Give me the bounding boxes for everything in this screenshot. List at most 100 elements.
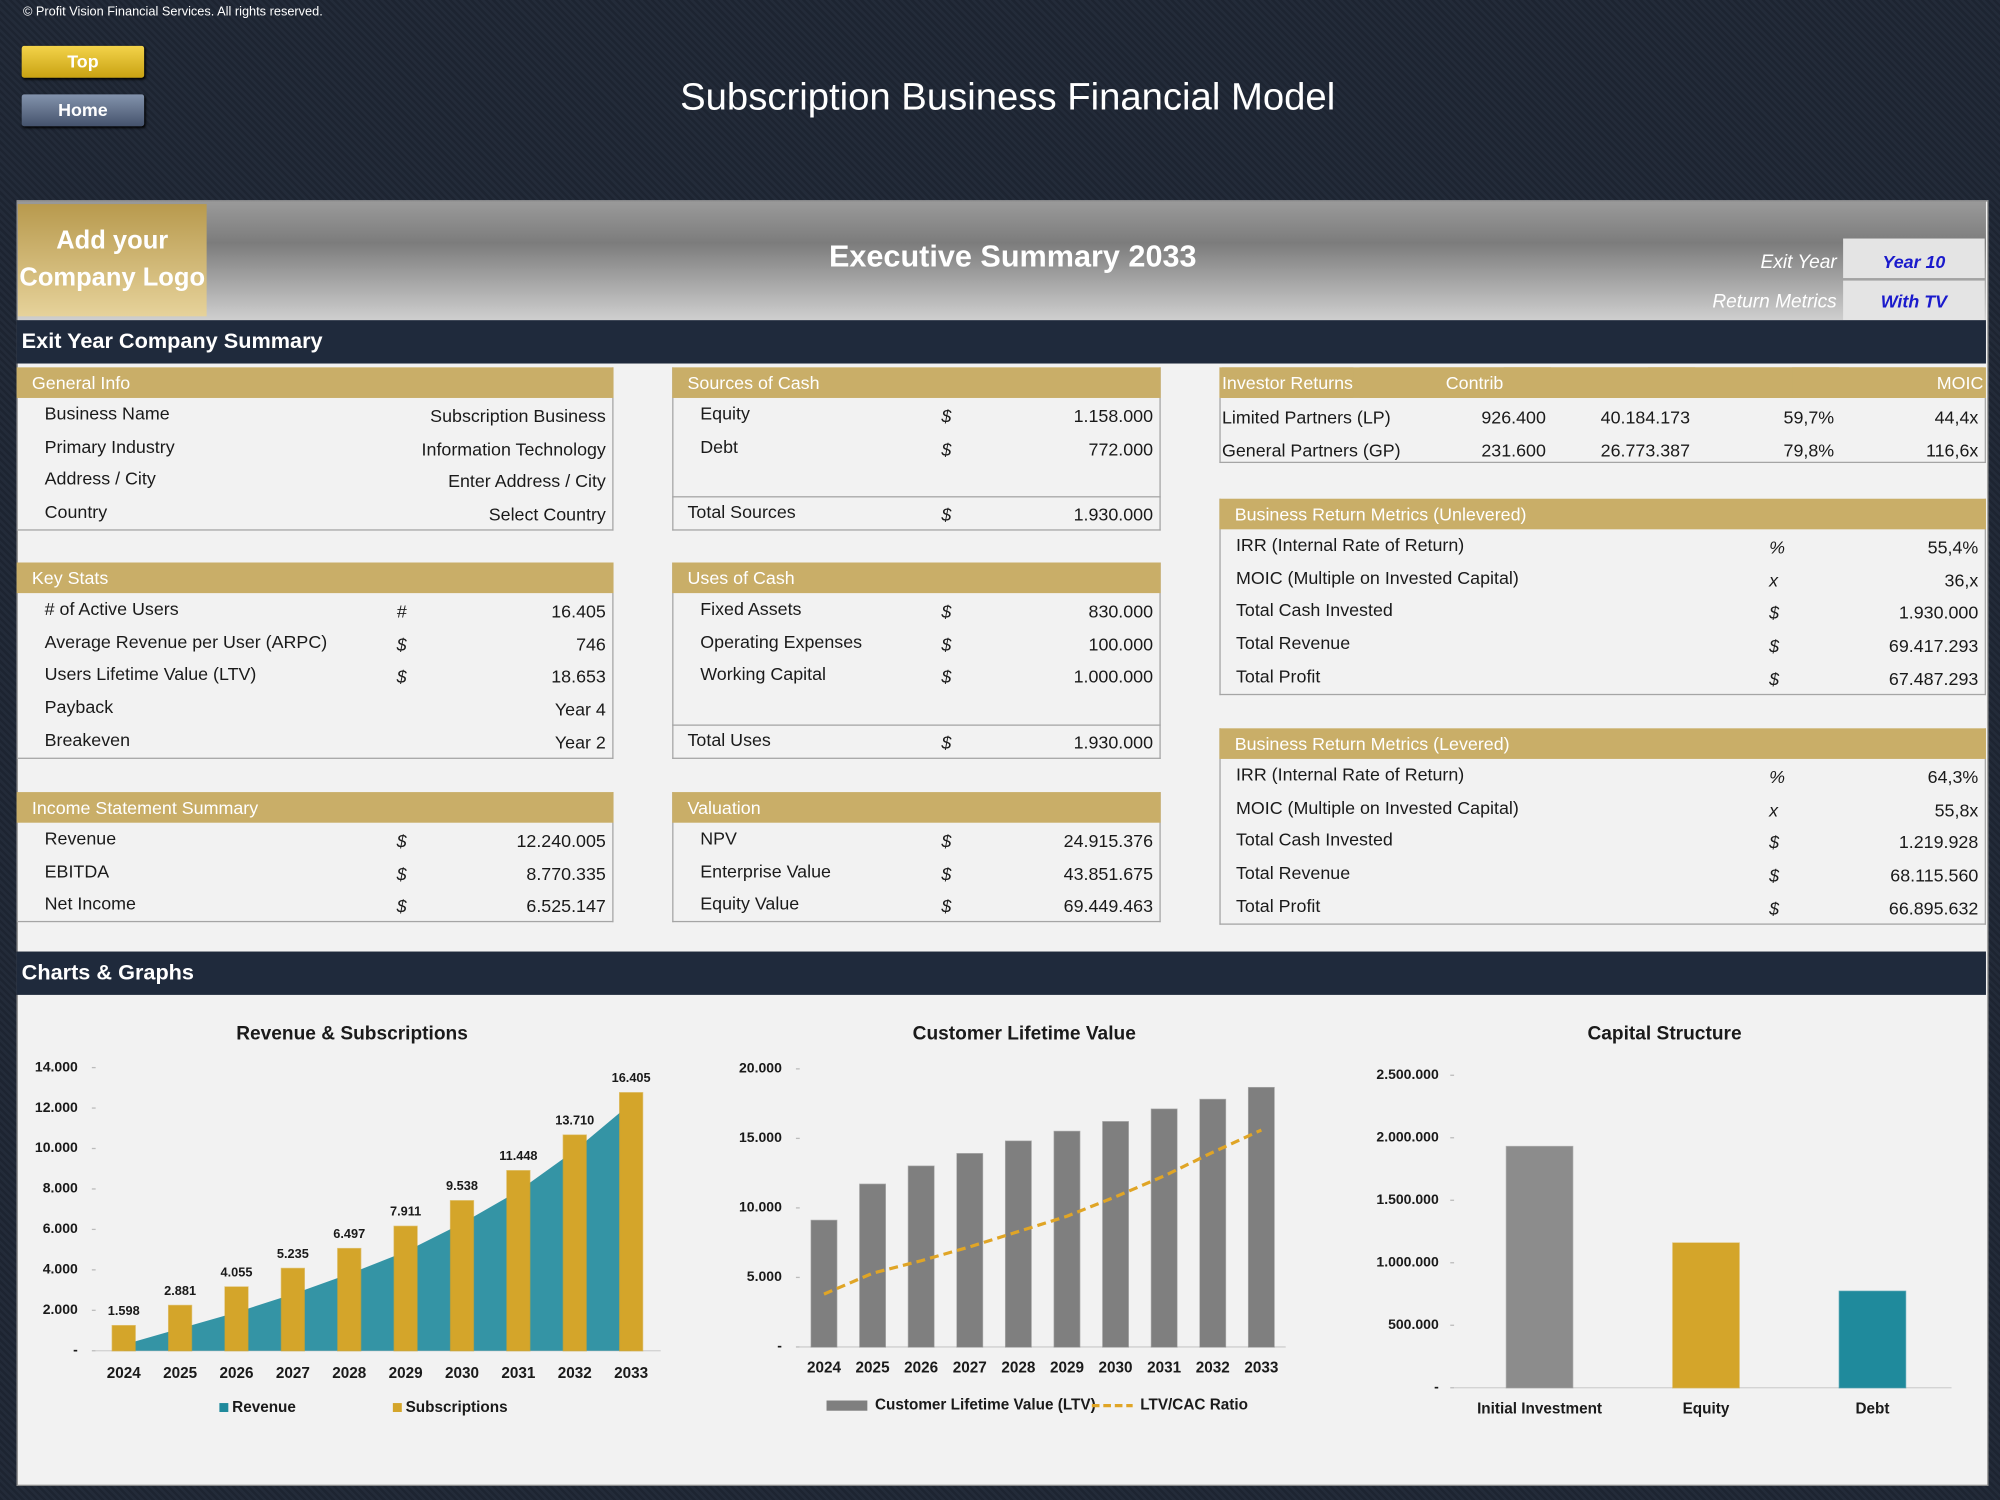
data-label: 16.405 (612, 1070, 651, 1085)
return-metrics-value[interactable]: With TV (1843, 280, 1985, 321)
x-tick-label: 2033 (1244, 1360, 1278, 1377)
total-row-unit: $ (941, 731, 952, 753)
table-row-label: Total Profit (1235, 895, 1321, 916)
x-tick-label: Initial Investment (1477, 1400, 1602, 1417)
y-tick-label: 10.000 (739, 1199, 782, 1215)
chart-title: Capital Structure (1587, 1023, 1741, 1044)
total-row-value: 1.930.000 (1073, 503, 1154, 525)
bar (1672, 1242, 1740, 1389)
table-row-unit: $ (941, 666, 952, 687)
column-header: Investor Returns (1221, 367, 1353, 398)
table-header: Key Stats (16, 562, 614, 594)
table-row-unit: $ (941, 600, 952, 622)
area (123, 1103, 632, 1351)
table-row-unit: x (1769, 569, 1779, 591)
table-row-unit: $ (941, 633, 952, 654)
table-header: Uses of Cash (672, 562, 1161, 594)
table-row-label: IRR (Internal Rate of Return) (1235, 764, 1465, 785)
table-row-value: 69.449.463 (1063, 895, 1154, 917)
table-row-value: 772.000 (1088, 438, 1154, 459)
x-tick-label: 2027 (276, 1365, 310, 1382)
bar (810, 1219, 838, 1348)
x-tick-label: 2026 (219, 1365, 253, 1382)
table-row-label: Business Name (44, 403, 170, 424)
table-row-unit: % (1769, 766, 1786, 787)
data-label: 5.235 (277, 1246, 309, 1261)
x-tick-label: 2030 (445, 1365, 479, 1382)
chart-title: Customer Lifetime Value (913, 1023, 1136, 1044)
exit-year-value[interactable]: Year 10 (1843, 238, 1985, 279)
total-row-value: 1.930.000 (1073, 731, 1154, 753)
table-row-unit: % (1769, 536, 1786, 558)
table-row-label: MOIC (Multiple on Invested Capital) (1235, 567, 1519, 588)
legend-label: Customer Lifetime Value (LTV) (875, 1397, 1096, 1414)
y-tick-label: 1.000.000 (1376, 1253, 1439, 1269)
table-row-label: IRR (Internal Rate of Return) (1235, 534, 1465, 555)
investor-value: 231.600 (1481, 440, 1546, 461)
table-row-value: 66.895.632 (1888, 897, 1979, 919)
table-box (1219, 728, 1986, 925)
bar (1838, 1290, 1907, 1389)
x-tick-label: 2026 (904, 1360, 938, 1377)
data-label: 6.497 (333, 1226, 365, 1241)
table-row-label: Users Lifetime Value (LTV) (44, 663, 257, 685)
table-row-value: 6.525.147 (526, 895, 606, 917)
table-row-label: Fixed Assets (700, 598, 802, 619)
investor-name: Limited Partners (LP) (1221, 406, 1391, 428)
bar (859, 1183, 886, 1348)
table-row-label: Revenue (44, 827, 117, 849)
table-row-value: 36,x (1944, 569, 1979, 591)
table-row-value: 100.000 (1088, 633, 1154, 654)
table-row-label: Total Cash Invested (1235, 829, 1393, 850)
data-label: 7.911 (390, 1204, 421, 1219)
table-row-label: Payback (44, 696, 114, 717)
table-row-unit: x (1769, 799, 1779, 820)
data-label: 1.598 (108, 1303, 140, 1318)
legend-marker (392, 1403, 402, 1412)
banner-title: Executive Summary 2033 (828, 239, 1197, 275)
table-row-unit: $ (941, 405, 952, 427)
table-row-unit: $ (1769, 832, 1780, 853)
x-tick-label: 2024 (807, 1360, 842, 1377)
y-tick-label: - (73, 1341, 78, 1357)
bar (393, 1225, 418, 1352)
table-row-label: Total Revenue (1235, 862, 1351, 883)
bar (619, 1092, 644, 1352)
x-tick-label: Debt (1855, 1400, 1889, 1417)
x-tick-label: 2029 (1050, 1360, 1084, 1377)
table-row-value: 1.158.000 (1073, 405, 1154, 427)
copyright: © Profit Vision Financial Services. All … (22, 5, 323, 20)
table-row-label: Equity Value (700, 893, 800, 914)
bar (167, 1304, 193, 1352)
x-tick-label: 2024 (107, 1365, 142, 1382)
exit-year-label: Exit Year (1760, 251, 1837, 273)
home-button[interactable]: Home (21, 94, 145, 127)
legend-label: Subscriptions (406, 1399, 508, 1416)
table-row-label: Operating Expenses (700, 630, 863, 652)
top-button[interactable]: Top (21, 45, 145, 78)
table-row-unit: $ (1769, 602, 1780, 623)
table-row-value: Enter Address / City (448, 471, 606, 492)
table-box (1219, 498, 1986, 695)
banner (17, 201, 1986, 321)
table-header: Business Return Metrics (Levered) (1219, 728, 1986, 759)
x-tick-label: 2033 (614, 1365, 648, 1382)
table-row-unit: $ (396, 666, 407, 687)
y-tick-label: 2.500.000 (1376, 1066, 1439, 1082)
table-row-label: Total Revenue (1235, 632, 1351, 654)
legend-marker (826, 1400, 868, 1411)
logo-placeholder[interactable]: Add your Company Logo (17, 204, 207, 317)
table-row-value: 1.219.928 (1898, 832, 1979, 853)
x-tick-label: 2032 (558, 1365, 592, 1382)
table-row-value: 18.653 (551, 666, 606, 687)
table-row-unit: $ (941, 895, 952, 917)
x-tick-label: 2030 (1099, 1360, 1133, 1377)
investor-value: 40.184.173 (1600, 406, 1691, 428)
page-title: Subscription Business Financial Model (680, 76, 1336, 119)
table-row-value: Year 2 (554, 731, 606, 753)
table-row-value: 16.405 (551, 600, 606, 622)
total-row-label: Total Sources (687, 501, 796, 522)
x-tick-label: 2027 (953, 1360, 987, 1377)
total-divider (672, 724, 1161, 726)
table-box (16, 792, 614, 923)
